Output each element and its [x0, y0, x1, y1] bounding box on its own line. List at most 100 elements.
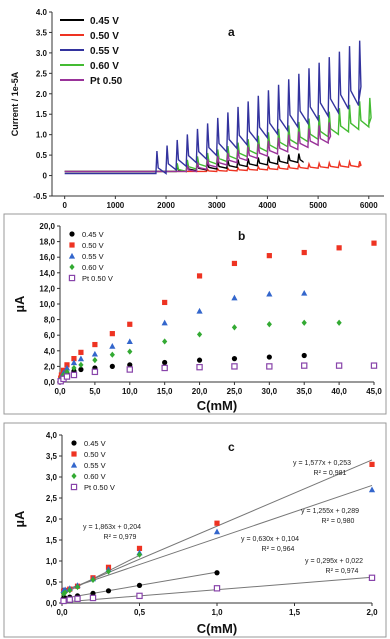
- data-point-0: [136, 582, 143, 588]
- x-tick-label: 25,0: [227, 387, 243, 396]
- data-point-0: [127, 362, 133, 368]
- data-point-0: [196, 357, 203, 363]
- data-point-4: [60, 597, 67, 605]
- data-point-3: [62, 589, 68, 596]
- y-tick-label: 12,0: [39, 284, 55, 293]
- data-point-3: [231, 324, 238, 331]
- data-point-2: [161, 319, 168, 326]
- data-point-3: [92, 357, 98, 364]
- y-tick-label: 14,0: [39, 269, 55, 278]
- data-point-4: [335, 362, 343, 369]
- legend-label: Pt 0.50: [90, 76, 123, 87]
- legend-marker: [69, 242, 75, 248]
- y-axis-title: Current / 1e-5A: [10, 71, 20, 136]
- chart-a: -0.5 0 0.5 1.0 1.5 2.0 2.5 3.0 3.5 4.0 0 1000 2000 30…: [10, 8, 384, 210]
- x-tick-label: 1,5: [289, 608, 301, 617]
- legend-label: Pt 0.50 V: [82, 274, 113, 283]
- fit-r2: R² = 0,980: [322, 518, 355, 525]
- data-point-1: [301, 249, 307, 256]
- y-tick-label: 1.0: [36, 131, 48, 140]
- y-tick-label: 2,0: [46, 515, 58, 524]
- data-point-1: [369, 461, 375, 467]
- legend-label: 0.45 V: [82, 230, 104, 239]
- data-point-1: [162, 299, 168, 306]
- data-point-1: [78, 349, 84, 355]
- legend-label: 0.55 V: [90, 46, 119, 57]
- y-tick-label: 3,0: [46, 473, 58, 482]
- data-point-1: [336, 245, 342, 251]
- data-point-0: [105, 588, 112, 594]
- y-tick-label: 2.5: [36, 69, 48, 78]
- legend-label: 0.45 V: [90, 16, 119, 27]
- x-tick-label: 30,0: [262, 387, 278, 396]
- data-point-4: [70, 371, 78, 379]
- chart-c: 0,0 0,5 1,0 1,5 2,0 2,5 3,0 3,5 4,0 0,0 0,5 1,0 1,5 2…: [3, 422, 387, 638]
- data-point-0: [162, 359, 168, 366]
- y-tick-label: 4,0: [46, 431, 58, 440]
- y-tick-label: 10,0: [39, 300, 55, 309]
- x-tick-label: 35,0: [296, 387, 312, 396]
- fit-equation: y = 0,295x + 0,022: [305, 558, 363, 565]
- x-tick-label: 0,0: [56, 608, 68, 617]
- data-point-3: [196, 331, 203, 338]
- legend-marker: [68, 252, 76, 259]
- x-tick-label: 1000: [106, 201, 124, 210]
- fit-equation: y = 0,630x + 0,104: [241, 536, 299, 543]
- data-point-1: [266, 253, 272, 259]
- y-tick-label: 3.5: [36, 28, 48, 37]
- data-point-1: [64, 362, 70, 368]
- data-point-4: [370, 362, 378, 369]
- legend-label: Pt 0.50 V: [84, 483, 115, 492]
- data-point-3: [336, 319, 342, 326]
- panel-label: b: [238, 229, 245, 243]
- data-point-4: [89, 594, 97, 602]
- fit-equation: y = 1,255x + 0,289: [301, 508, 359, 515]
- legend-marker: [71, 472, 77, 480]
- x-axis-title: C(mM): [197, 621, 237, 636]
- x-tick-label: 6000: [360, 201, 378, 210]
- x-tick-label: 5000: [309, 201, 327, 210]
- legend-marker: [71, 451, 77, 457]
- data-point-2: [196, 307, 203, 314]
- fit-line-1: [61, 459, 373, 593]
- data-point-1: [214, 520, 220, 526]
- data-point-0: [214, 570, 220, 576]
- y-tick-label: 0.5: [36, 151, 48, 160]
- x-tick-label: 15,0: [157, 387, 173, 396]
- y-tick-label: 4,0: [44, 347, 56, 356]
- data-point-4: [231, 363, 238, 370]
- y-tick-label: 0: [43, 172, 48, 181]
- data-point-2: [77, 355, 85, 362]
- y-tick-label: 1,0: [46, 557, 58, 566]
- data-point-4: [213, 585, 221, 592]
- fit-equation: y = 1,863x + 0,204: [83, 524, 141, 531]
- panel-frame: [3, 213, 387, 415]
- series-line-2: [64, 40, 362, 175]
- y-tick-label: 20,0: [39, 222, 55, 231]
- x-axis-title: C(mM): [197, 398, 237, 413]
- data-point-4: [74, 595, 81, 602]
- x-tick-label: 2,0: [366, 608, 378, 617]
- legend-marker: [70, 483, 78, 491]
- data-point-2: [126, 338, 133, 345]
- x-tick-label: 3000: [208, 201, 226, 210]
- data-point-1: [136, 545, 143, 551]
- x-tick-label: 0,0: [54, 387, 66, 396]
- y-tick-label: 8,0: [44, 316, 56, 325]
- data-point-1: [196, 273, 203, 279]
- data-point-3: [136, 551, 143, 558]
- data-point-3: [105, 568, 112, 575]
- data-point-0: [90, 590, 96, 596]
- legend-label: 0.50 V: [90, 31, 119, 42]
- panel-label: c: [228, 440, 235, 454]
- panel-frame: [3, 422, 387, 638]
- legend-marker: [70, 461, 78, 468]
- y-tick-label: 2,5: [46, 494, 58, 503]
- legend-label: 0.60 V: [84, 472, 106, 481]
- x-tick-label: 4000: [259, 201, 277, 210]
- series-line-1: [64, 159, 362, 173]
- y-tick-label: 2.0: [36, 90, 48, 99]
- data-point-2: [109, 343, 116, 349]
- legend-marker: [69, 263, 75, 271]
- y-tick-label: 2,0: [44, 362, 56, 371]
